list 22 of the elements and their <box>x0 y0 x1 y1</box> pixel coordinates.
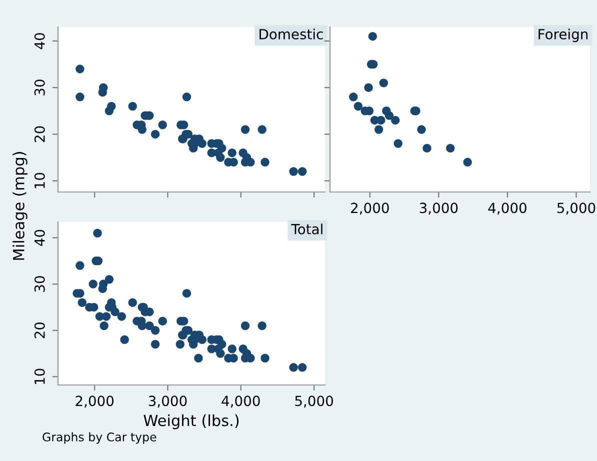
y-tick-label: 10 <box>34 172 45 188</box>
x-tick-label: 3,000 <box>148 396 187 408</box>
x-tick-label: 4,000 <box>488 202 526 215</box>
x-axis-title: Weight (lbs.) <box>144 414 239 430</box>
x-tick-label: 2,000 <box>76 396 114 408</box>
chart-title: Foreign <box>538 28 588 42</box>
x-tick-label: 3,000 <box>420 202 458 215</box>
x-tick-label: 5,000 <box>295 396 333 408</box>
y-tick-label: 10 <box>34 368 45 384</box>
y-tick-label: 30 <box>34 276 45 292</box>
y-tick-label: 30 <box>34 80 45 96</box>
chart-title: Domestic <box>260 28 323 40</box>
x-tick-label: 2,000 <box>351 202 389 215</box>
text: Graphs by Car type <box>42 432 156 444</box>
y-tick-label: 20 <box>34 126 45 142</box>
chart-title: Total <box>291 224 322 234</box>
y-axis-title: Mileage (mpg) <box>12 152 28 260</box>
x-tick-label: 5,000 <box>557 202 596 215</box>
y-tick-label: 40 <box>34 33 45 50</box>
x-tick-label: 4,000 <box>222 396 260 408</box>
y-tick-label: 20 <box>34 322 45 338</box>
y-tick-label: 40 <box>34 230 45 246</box>
